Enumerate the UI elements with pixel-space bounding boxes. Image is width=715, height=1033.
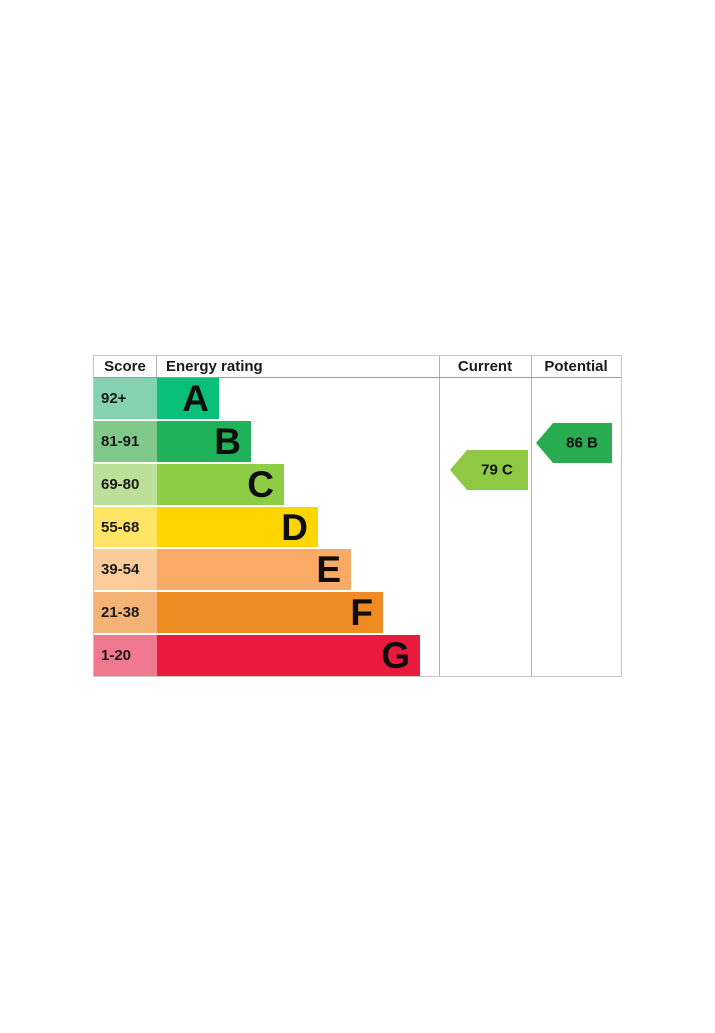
band-row-a: 92+ A <box>94 378 439 421</box>
score-range-f: 21-38 <box>94 592 157 634</box>
band-row-c: 69-80 C <box>94 463 439 507</box>
score-range-b: 81-91 <box>94 420 157 462</box>
rating-letter-f: F <box>350 592 373 634</box>
score-range-a: 92+ <box>94 378 157 419</box>
rating-letter-g: G <box>381 635 410 677</box>
rating-bar-c: C <box>157 463 284 505</box>
band-row-d: 55-68 D <box>94 506 439 550</box>
rating-letter-a: A <box>182 377 209 419</box>
potential-column-divider <box>531 356 532 676</box>
score-range-c: 69-80 <box>94 463 157 505</box>
score-range-e: 39-54 <box>94 549 157 591</box>
rating-bar-e: E <box>157 549 351 591</box>
current-rating-arrow: 79 C <box>450 450 528 490</box>
rating-letter-c: C <box>247 463 274 505</box>
score-range-g: 1-20 <box>94 635 157 677</box>
epc-rating-chart: Score Energy rating Current Potential 92… <box>93 355 622 677</box>
band-row-e: 39-54 E <box>94 549 439 593</box>
energy-rating-column-header: Energy rating <box>166 358 263 375</box>
rating-letter-b: B <box>214 420 241 462</box>
chart-header-row: Score Energy rating Current Potential <box>94 356 621 378</box>
rating-bar-f: F <box>157 592 383 634</box>
potential-rating-label: 86 B <box>566 435 598 452</box>
band-row-b: 81-91 B <box>94 420 439 464</box>
rating-bar-g: G <box>157 635 420 677</box>
current-column-divider <box>439 356 440 676</box>
rating-letter-e: E <box>316 549 341 591</box>
potential-column-header: Potential <box>544 358 608 375</box>
current-rating-label: 79 C <box>481 462 513 479</box>
left-arrow-shape <box>450 450 528 490</box>
band-row-g: 1-20 G <box>94 635 439 677</box>
score-column-header: Score <box>94 356 157 377</box>
rating-bar-a: A <box>157 378 219 419</box>
rating-bar-d: D <box>157 506 318 548</box>
band-row-f: 21-38 F <box>94 592 439 636</box>
rating-bar-b: B <box>157 420 251 462</box>
rating-bands-area: 92+ A 81-91 B 69-80 C 55-68 D 39-54 E 21-38 F 1-20 G <box>94 378 439 677</box>
left-arrow-shape <box>536 423 612 463</box>
rating-letter-d: D <box>281 506 308 548</box>
current-column-header: Current <box>457 358 513 375</box>
potential-rating-arrow: 86 B <box>536 423 612 463</box>
score-range-d: 55-68 <box>94 506 157 548</box>
